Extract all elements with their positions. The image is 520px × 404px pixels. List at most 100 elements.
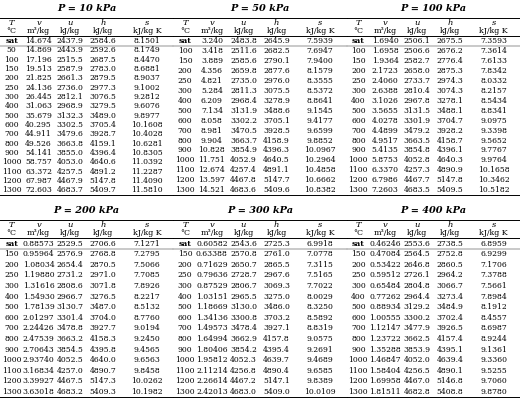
Text: 200: 200 — [4, 74, 19, 82]
Text: 9.3360: 9.3360 — [480, 356, 507, 364]
Text: 2971.0: 2971.0 — [90, 271, 116, 280]
Text: 400: 400 — [4, 292, 19, 301]
Text: 9.6563: 9.6563 — [134, 356, 160, 364]
Text: 3854.5: 3854.5 — [57, 345, 84, 354]
Text: P = 10 kPa: P = 10 kPa — [57, 4, 116, 13]
Text: 7.3614: 7.3614 — [480, 47, 507, 55]
Text: 2646.8: 2646.8 — [404, 261, 430, 269]
Text: °C: °C — [354, 229, 363, 237]
Text: 9.8389: 9.8389 — [307, 377, 334, 385]
Text: 2576.9: 2576.9 — [57, 250, 84, 258]
Text: 700: 700 — [178, 126, 192, 135]
Text: s: s — [491, 19, 496, 27]
Text: 2675.5: 2675.5 — [436, 37, 463, 45]
Text: 12.674: 12.674 — [199, 166, 225, 174]
Text: 8.5434: 8.5434 — [480, 97, 507, 105]
Text: kJ/kg: kJ/kg — [440, 229, 460, 237]
Text: 1.03151: 1.03151 — [196, 292, 228, 301]
Text: 600: 600 — [351, 117, 366, 125]
Text: 10.828: 10.828 — [199, 147, 225, 154]
Text: 500: 500 — [4, 303, 19, 311]
Text: h: h — [274, 19, 279, 27]
Text: 7.134: 7.134 — [201, 107, 223, 115]
Text: 8.7760: 8.7760 — [134, 314, 160, 322]
Text: 3486.0: 3486.0 — [263, 303, 290, 311]
Text: 2728.7: 2728.7 — [230, 271, 257, 280]
Text: 2965.5: 2965.5 — [230, 292, 257, 301]
Text: 0.88934: 0.88934 — [369, 303, 401, 311]
Text: 3479.2: 3479.2 — [404, 126, 431, 135]
Text: 1000: 1000 — [348, 156, 368, 164]
Text: 7.5066: 7.5066 — [134, 261, 160, 269]
Text: 3278.9: 3278.9 — [263, 97, 290, 105]
Text: 1300: 1300 — [175, 388, 195, 396]
Text: 3131.9: 3131.9 — [230, 107, 257, 115]
Text: T: T — [9, 19, 15, 27]
Text: 2.1723: 2.1723 — [372, 67, 399, 75]
Text: 3663.5: 3663.5 — [404, 137, 431, 145]
Text: 4683.0: 4683.0 — [230, 388, 257, 396]
Text: 10.5182: 10.5182 — [478, 186, 510, 194]
Text: kJ/kg: kJ/kg — [266, 27, 287, 35]
Text: 2.01297: 2.01297 — [23, 314, 55, 322]
Text: 8.3555: 8.3555 — [307, 77, 334, 85]
Text: 0.59512: 0.59512 — [369, 271, 401, 280]
Text: 4395.8: 4395.8 — [89, 345, 116, 354]
Text: 2515.5: 2515.5 — [57, 56, 84, 64]
Text: s: s — [145, 221, 149, 229]
Text: 0.79636: 0.79636 — [196, 271, 228, 280]
Text: 3927.7: 3927.7 — [89, 324, 116, 332]
Text: °C: °C — [180, 229, 190, 237]
Text: 1000: 1000 — [175, 356, 195, 364]
Text: 2.26614: 2.26614 — [196, 377, 228, 385]
Text: 7.1706: 7.1706 — [480, 261, 507, 269]
Text: 7.2795: 7.2795 — [134, 250, 160, 258]
Text: 0.46246: 0.46246 — [369, 240, 401, 248]
Text: 150: 150 — [351, 250, 366, 258]
Text: 10.4028: 10.4028 — [131, 130, 163, 139]
Text: °C: °C — [354, 27, 363, 35]
Text: 4640.6: 4640.6 — [90, 158, 116, 166]
Text: 1.31616: 1.31616 — [23, 282, 55, 290]
Text: 2645.9: 2645.9 — [263, 37, 290, 45]
Text: kJ/kg K: kJ/kg K — [133, 27, 161, 35]
Text: 2806.7: 2806.7 — [230, 282, 257, 290]
Text: 8.8341: 8.8341 — [480, 107, 507, 115]
Text: 400: 400 — [178, 292, 192, 301]
Text: 1300: 1300 — [175, 186, 195, 194]
Text: 4467.7: 4467.7 — [404, 176, 430, 184]
Text: v: v — [36, 19, 41, 27]
Text: 3278.1: 3278.1 — [436, 97, 463, 105]
Text: 11.0392: 11.0392 — [131, 158, 163, 166]
Text: 1200: 1200 — [348, 176, 368, 184]
Text: 8.0332: 8.0332 — [480, 77, 507, 85]
Text: 2804.8: 2804.8 — [404, 282, 430, 290]
Text: 3703.2: 3703.2 — [263, 314, 290, 322]
Text: 2.93740: 2.93740 — [23, 356, 55, 364]
Text: 9.7767: 9.7767 — [480, 147, 507, 154]
Text: 250: 250 — [351, 271, 366, 280]
Text: 3663.7: 3663.7 — [230, 137, 257, 145]
Text: 8.1749: 8.1749 — [134, 46, 160, 55]
Text: 1300: 1300 — [2, 187, 21, 194]
Text: 5409.7: 5409.7 — [90, 187, 116, 194]
Text: 3702.4: 3702.4 — [436, 314, 463, 322]
Text: kJ/kg K: kJ/kg K — [306, 27, 334, 35]
Text: m³/kg: m³/kg — [27, 27, 50, 35]
Text: 2967.8: 2967.8 — [404, 97, 430, 105]
Text: 4158.7: 4158.7 — [436, 137, 463, 145]
Text: 4683.5: 4683.5 — [404, 186, 431, 194]
Text: 6.9299: 6.9299 — [480, 250, 507, 258]
Text: 4639.7: 4639.7 — [263, 356, 290, 364]
Text: 300: 300 — [351, 87, 366, 95]
Text: 3302.2: 3302.2 — [230, 117, 257, 125]
Text: 8.8641: 8.8641 — [307, 97, 334, 105]
Text: kJ/kg: kJ/kg — [233, 27, 254, 35]
Text: 0.47084: 0.47084 — [369, 250, 401, 258]
Text: 5146.8: 5146.8 — [436, 377, 463, 385]
Text: 1.23722: 1.23722 — [369, 335, 401, 343]
Text: 8.4470: 8.4470 — [134, 56, 160, 64]
Text: kJ/kg K: kJ/kg K — [306, 229, 334, 237]
Text: 35.679: 35.679 — [25, 112, 52, 120]
Text: 2812.1: 2812.1 — [57, 93, 84, 101]
